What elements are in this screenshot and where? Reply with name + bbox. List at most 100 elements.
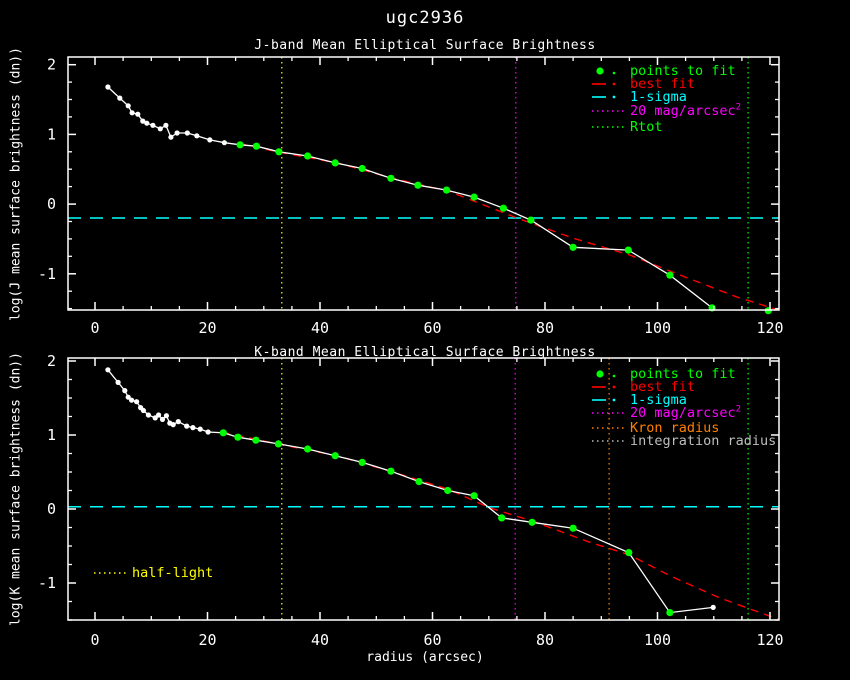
fit-point	[415, 478, 423, 486]
fit-point	[234, 433, 242, 441]
legend-label: 20 mag/arcsec2	[630, 404, 742, 421]
fit-point	[444, 486, 452, 495]
profile-point	[157, 126, 163, 132]
profile-point	[135, 111, 141, 117]
legend-label: 20 mag/arcsec2	[630, 102, 742, 119]
profile-point	[170, 422, 176, 428]
profile-point	[129, 110, 135, 116]
y-tick-label: 2	[47, 352, 56, 370]
fit-point	[236, 141, 244, 149]
fit-point	[499, 204, 507, 212]
fit-point	[414, 181, 422, 189]
legend-k-1-sigma: 1-sigma	[591, 393, 687, 407]
legend-k-kron-radius: Kron radius	[591, 421, 719, 435]
fit-point	[304, 445, 312, 453]
profile-point	[145, 412, 151, 418]
x-tick-label: 120	[756, 319, 783, 337]
rtot-swatch-icon	[591, 121, 625, 133]
fit-point	[527, 216, 535, 224]
y-tick-label: 0	[47, 500, 56, 518]
points-to-fit-swatch-icon	[591, 65, 625, 77]
profile-point	[197, 426, 203, 432]
profile-point	[140, 407, 146, 414]
fit-point	[569, 524, 577, 532]
fit-point	[219, 429, 227, 437]
profile-point	[194, 133, 200, 139]
best-fit-line	[238, 142, 779, 311]
y-tick-label: 1	[47, 426, 56, 444]
profile-point	[156, 412, 162, 418]
fit-point	[666, 271, 674, 279]
x-tick-label: 20	[198, 319, 216, 337]
x-tick-label: 80	[536, 631, 554, 649]
points-to-fit-swatch-icon	[591, 368, 625, 380]
fit-point	[331, 159, 339, 167]
legend-j-best-fit: best fit	[591, 77, 695, 91]
fit-point	[358, 164, 366, 173]
profile-point	[207, 137, 213, 143]
profile-point	[117, 95, 123, 101]
y-tick-label: 0	[47, 195, 56, 213]
x-tick-label: 0	[90, 319, 99, 337]
profile-point	[205, 429, 211, 435]
best-fit-swatch-icon	[591, 78, 625, 90]
fit-point	[252, 142, 260, 150]
profile-point	[140, 118, 146, 124]
legend-label: Kron radius	[630, 419, 720, 436]
profile-point	[115, 379, 121, 385]
fit-point	[252, 436, 260, 444]
y-tick-label: 2	[47, 56, 56, 74]
fit-point	[569, 243, 577, 251]
legend-label: 1-sigma	[630, 391, 687, 408]
fit-point	[528, 518, 536, 526]
profile-point	[163, 122, 169, 128]
fit-point	[443, 186, 451, 194]
fit-point	[275, 148, 283, 156]
one-sigma-swatch-icon	[591, 91, 625, 103]
fit-point	[625, 549, 633, 557]
legend-label: integration radius	[630, 432, 777, 449]
mag20-swatch-icon	[591, 105, 625, 117]
legend-label: Rtot	[630, 118, 663, 135]
legend-j-rtot: Rtot	[591, 120, 663, 134]
fit-point	[666, 609, 674, 617]
kron-radius-swatch-icon	[591, 422, 625, 434]
fit-point	[470, 492, 478, 500]
legend-j-20-mag: 20 mag/arcsec2	[591, 102, 742, 119]
profile-point	[190, 425, 196, 431]
x-tick-label: 60	[423, 631, 441, 649]
profile-point	[175, 419, 181, 425]
x-tick-label: 100	[644, 631, 671, 649]
integration-radius-swatch-icon	[591, 435, 625, 447]
x-axis-label: radius (arcsec)	[366, 650, 484, 665]
profile-point	[129, 397, 135, 403]
fit-point	[358, 458, 366, 466]
profile-point	[144, 120, 150, 126]
profile-point	[163, 413, 169, 419]
profile-point	[174, 130, 180, 136]
best-fit-line	[221, 431, 779, 620]
x-tick-label: 100	[644, 319, 671, 337]
fit-point	[331, 452, 339, 460]
legend-label: points to fit	[630, 62, 736, 79]
panel-k-chart: 0 20 40 60 80 100 120 -1 0 1 2	[38, 352, 784, 649]
profile-point	[122, 388, 128, 394]
axes-box	[67, 56, 780, 311]
profile-point	[152, 415, 158, 421]
profile-point	[105, 367, 111, 373]
x-tick-label: 20	[198, 631, 216, 649]
legend-k-integration-radius: integration radius	[591, 434, 776, 448]
one-sigma-swatch-icon	[591, 394, 625, 406]
panel-k-subtitle: K-band Mean Elliptical Surface Brightnes…	[254, 345, 596, 360]
half-light-swatch-icon	[93, 567, 127, 579]
panel-j-chart: 0 20 40 60 80 100 120 -1 0 1 2	[38, 56, 784, 337]
legend-k-best-fit: best fit	[591, 380, 695, 394]
profile-point	[125, 394, 131, 400]
legend-k-20-mag: 20 mag/arcsec2	[591, 404, 742, 421]
profile-point	[125, 103, 131, 109]
legend-j-points-to-fit: points to fit	[591, 64, 736, 78]
profile-point	[150, 122, 156, 128]
x-tick-label: 80	[536, 319, 554, 337]
